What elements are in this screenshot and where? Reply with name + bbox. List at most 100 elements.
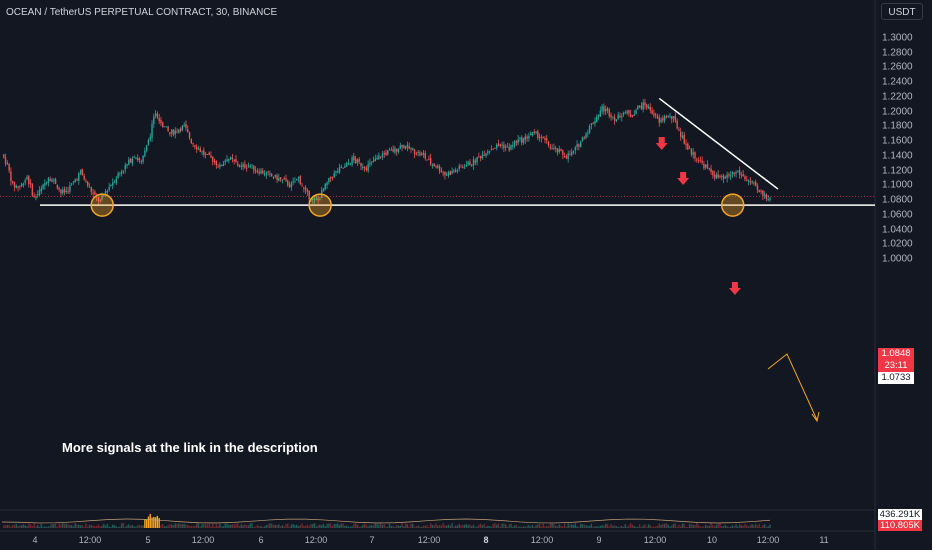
volume-bar xyxy=(697,524,700,528)
volume-bar xyxy=(512,526,514,528)
volume-bar xyxy=(719,523,721,528)
volume-bar xyxy=(288,526,291,528)
volume-bar xyxy=(406,524,409,528)
volume-bar xyxy=(610,524,612,528)
candle-body xyxy=(444,171,446,176)
volume-bar xyxy=(81,525,84,528)
y-tick-label: 1.0400 xyxy=(882,224,913,236)
volume-bar xyxy=(131,524,134,528)
volume-bar xyxy=(404,523,407,528)
downtrend-line xyxy=(658,97,779,190)
volume-bar xyxy=(554,525,557,528)
volume-bar xyxy=(699,526,702,528)
volume-bar xyxy=(392,525,394,528)
candle-body xyxy=(213,160,216,162)
candle-body xyxy=(276,175,278,181)
candle-body xyxy=(238,165,241,167)
volume-bar xyxy=(295,524,298,528)
candle-body xyxy=(295,178,298,181)
volume-bar xyxy=(304,525,307,528)
candle-body xyxy=(119,172,121,174)
candle-body xyxy=(272,177,275,179)
candle-body xyxy=(760,190,762,192)
candle-body xyxy=(656,115,659,119)
candle-body xyxy=(612,116,614,118)
candle-body xyxy=(190,138,193,144)
candle-body xyxy=(317,198,319,200)
volume-bar xyxy=(135,526,137,528)
candle-body xyxy=(737,171,739,173)
candle-body xyxy=(42,184,44,190)
volume-bar xyxy=(167,525,169,528)
candle-body xyxy=(579,141,582,148)
volume-bar xyxy=(706,525,709,528)
candle-body xyxy=(379,156,382,158)
candle-body xyxy=(421,153,423,155)
candle-body xyxy=(478,156,480,158)
candle-body xyxy=(326,182,328,186)
volume-bar xyxy=(40,523,42,528)
candle-body xyxy=(544,137,546,140)
candle-body xyxy=(288,184,291,187)
volume-bar xyxy=(742,525,744,528)
candle-body xyxy=(369,162,371,165)
volume-bar xyxy=(188,525,191,528)
candle-body xyxy=(215,160,218,166)
volume-bar xyxy=(356,524,359,528)
currency-selector[interactable]: USDT xyxy=(881,3,923,20)
candle-body xyxy=(726,174,728,179)
candle-body xyxy=(104,191,107,194)
candle-body xyxy=(313,198,316,200)
volume-bar xyxy=(362,525,364,528)
volume-bar xyxy=(231,524,234,528)
candle-body xyxy=(681,135,684,138)
candle-body xyxy=(721,175,723,177)
volume-bar xyxy=(497,523,500,528)
candle-body xyxy=(621,116,623,118)
candle-body xyxy=(131,158,134,164)
volume-bar xyxy=(349,526,351,528)
drawings xyxy=(0,97,875,423)
volume-bar xyxy=(658,523,660,528)
volume-bar xyxy=(679,526,682,528)
candle-body xyxy=(501,144,503,146)
volume-bar xyxy=(730,526,732,528)
volume-bar xyxy=(374,523,376,528)
volume-bar xyxy=(469,524,471,528)
volume-bar xyxy=(574,523,577,528)
candle-body xyxy=(262,170,264,174)
volume-bar xyxy=(662,523,664,528)
volume-bar xyxy=(117,526,119,528)
y-tick-label: 1.2200 xyxy=(882,91,913,103)
volume-bar xyxy=(415,526,418,528)
volume-bar xyxy=(529,526,532,528)
candle-body xyxy=(135,157,137,159)
volume-bar xyxy=(228,524,230,528)
candle-body xyxy=(31,184,34,196)
x-tick-label: 7 xyxy=(369,535,375,545)
volume-bar xyxy=(270,523,273,528)
volume-bar xyxy=(220,526,223,528)
volume-bar xyxy=(463,524,466,528)
candle-body xyxy=(531,132,534,136)
volume-bars xyxy=(1,513,771,528)
candle-body xyxy=(694,152,696,159)
candle-body xyxy=(435,166,437,168)
candle-body xyxy=(679,131,682,137)
volume-bar xyxy=(753,524,755,528)
candle-body xyxy=(410,147,412,149)
volume-bar xyxy=(203,523,205,528)
candle-body xyxy=(101,195,103,200)
volume-bar xyxy=(103,523,105,528)
candle-body xyxy=(183,124,185,126)
candle-body xyxy=(685,143,687,146)
volume-bar xyxy=(90,525,93,528)
candle-body xyxy=(394,147,396,153)
candle-body xyxy=(713,174,716,178)
signal-arrow-icon xyxy=(728,282,741,295)
candle-body xyxy=(281,179,284,181)
volume-bar xyxy=(129,525,132,528)
volume-bar xyxy=(94,526,96,528)
volume-bar xyxy=(178,523,180,528)
